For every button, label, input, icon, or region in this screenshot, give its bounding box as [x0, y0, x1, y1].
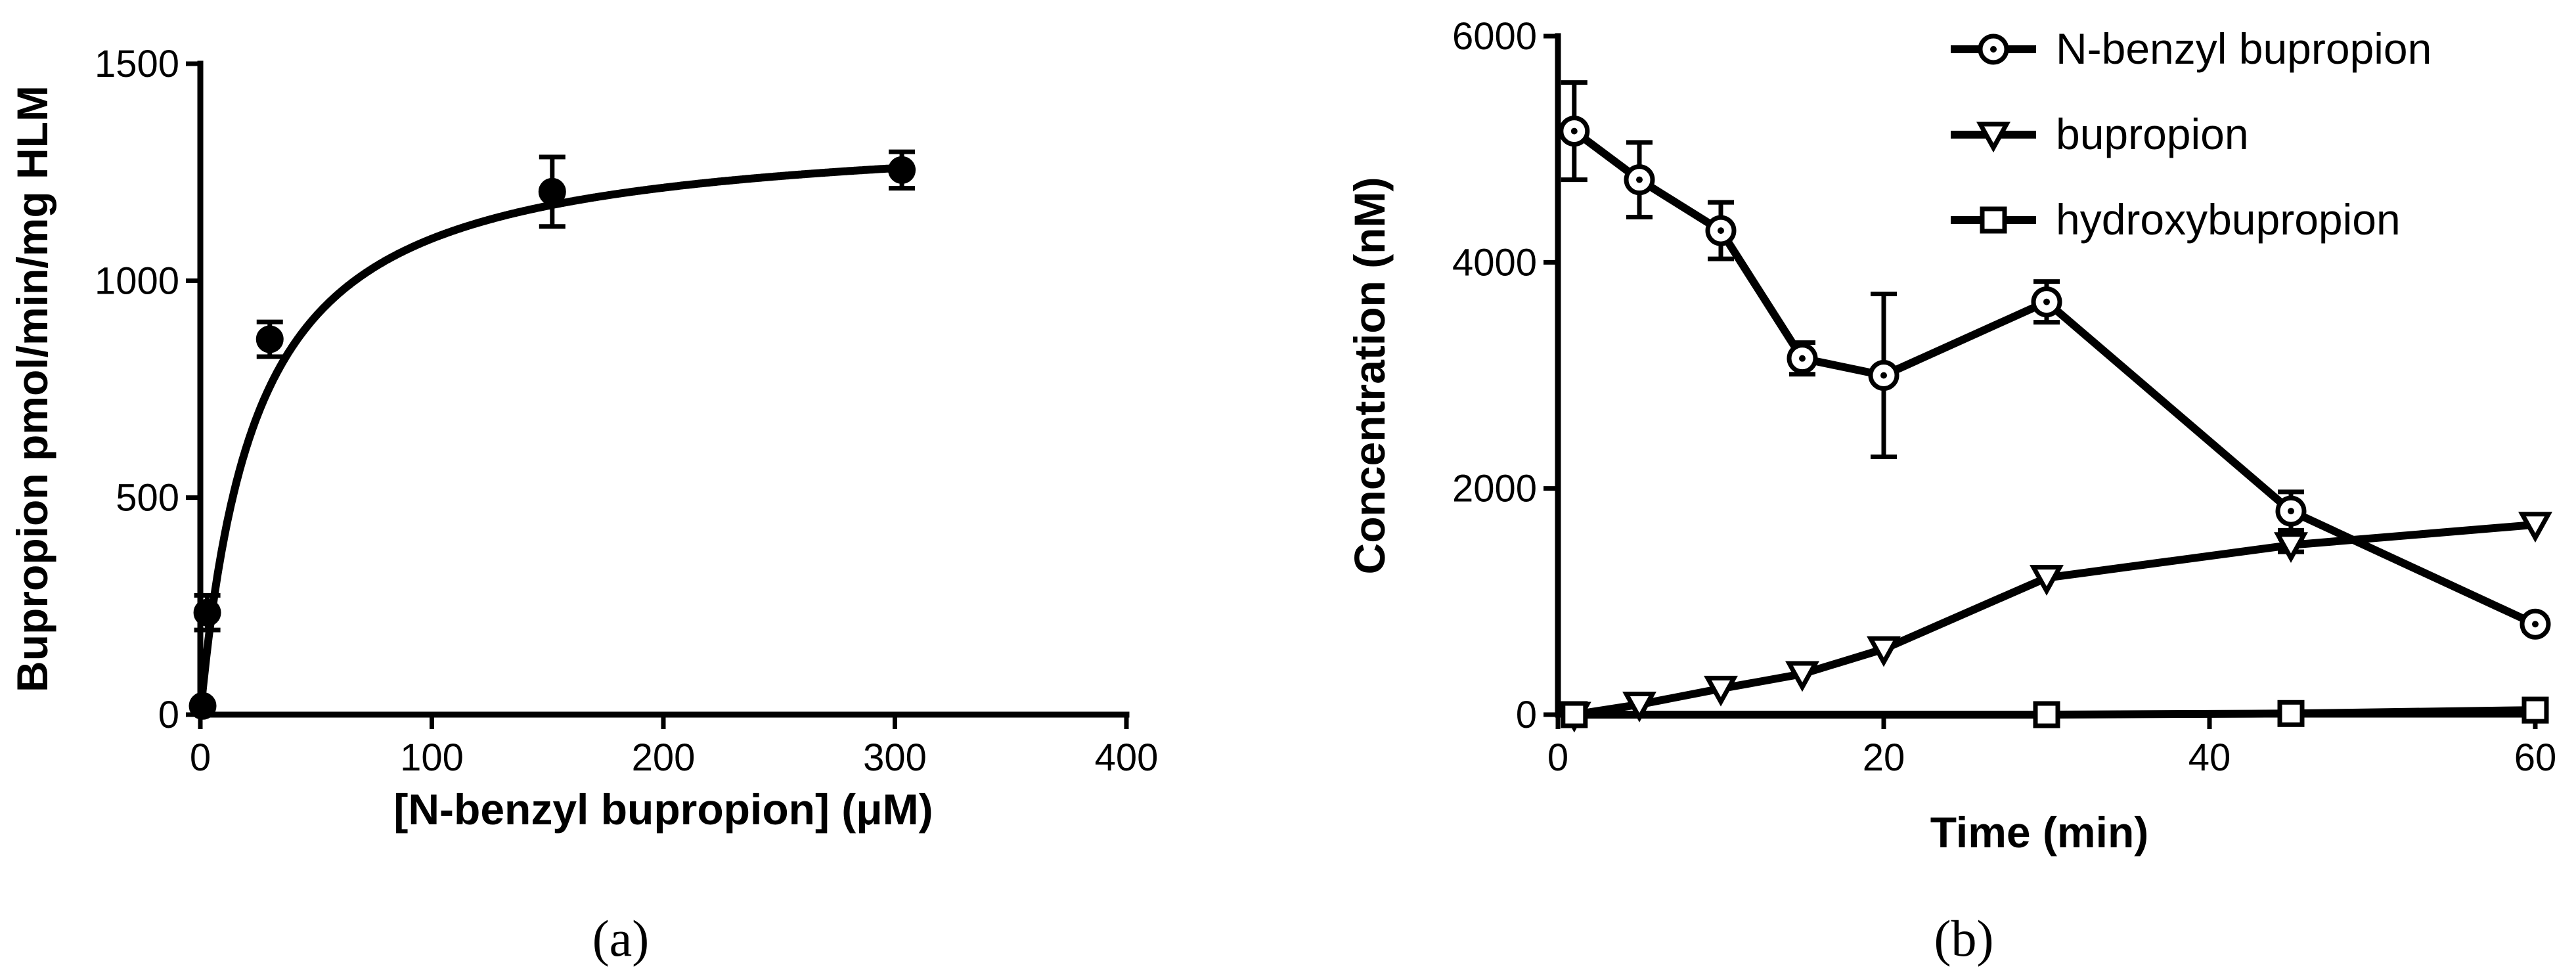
- chart-a-data-point: [255, 325, 284, 353]
- chart-a-panel-label: (a): [592, 910, 650, 967]
- chart-b-data-point-2: [1561, 701, 1588, 728]
- chart-b-panel-label: (b): [1934, 910, 1994, 967]
- chart-b-series-line-0: [1572, 127, 2537, 628]
- chart-b-data-point-0-dot: [1718, 227, 1724, 234]
- chart-b-y-tick-label: 4000: [1452, 241, 1537, 284]
- chart-b-legend-marker-dot: [1990, 46, 1997, 53]
- chart-a-x-tick-label: 0: [190, 736, 211, 779]
- chart-a-y-tick-label: 0: [158, 694, 179, 736]
- chart-a-x-tick-label: 300: [863, 736, 927, 779]
- chart-b-data-point-0-dot: [1570, 127, 1578, 135]
- chart-b-data-point-1: [1785, 661, 1819, 692]
- chart-b-y-tick-label: 0: [1516, 694, 1537, 736]
- chart-a-data-point: [189, 692, 217, 720]
- chart-b-x-tick-label: 20: [1863, 736, 1905, 779]
- chart-a-x-axis-title: [N-benzyl bupropion] (μM): [393, 785, 933, 834]
- chart-b-series-line-1: [1573, 520, 2536, 719]
- chart-a-data-point: [888, 156, 916, 184]
- chart-b-data-point-0-dot: [2043, 298, 2050, 305]
- chart-b-data-point-0-dot: [2288, 508, 2294, 515]
- chart-b-data-point-0-dot: [1799, 355, 1806, 362]
- chart-a-y-tick-label: 1500: [95, 43, 179, 85]
- chart-a-x-tick-label: 200: [632, 736, 696, 779]
- chart-b-legend-marker: [1976, 122, 2010, 153]
- chart-b-panel-label-text: (b): [1934, 910, 1994, 967]
- chart-b-x-axis-title: Time (min): [1930, 808, 2148, 857]
- chart-a-panel-label-text: (a): [592, 910, 650, 967]
- chart-b-y-tick-label: 6000: [1452, 15, 1537, 58]
- chart-a-data-point: [193, 598, 221, 627]
- chart-b-data-point-1: [2274, 532, 2308, 563]
- chart-b-legend-label: hydroxybupropion: [2056, 195, 2401, 244]
- chart-b-data-point-0-dot: [2532, 621, 2539, 628]
- chart-a-y-tick-label: 500: [116, 477, 179, 520]
- chart-b-data-point-0-dot: [1636, 176, 1643, 183]
- chart-b: 0 20 40 60 0 2000 4000 6000 N-benzyl bupropion b…: [1345, 15, 2556, 967]
- chart-b-x-tick-label: 60: [2514, 736, 2557, 779]
- chart-b-x-tick-label: 40: [2188, 736, 2231, 779]
- chart-b-data-point-1: [1704, 675, 1738, 707]
- chart-a-data-point: [538, 177, 566, 206]
- chart-a-y-tick-label: 1000: [95, 259, 179, 302]
- chart-b-data-point-1: [1622, 692, 1656, 723]
- chart-b-y-tick-label: 2000: [1452, 468, 1537, 510]
- chart-a-x-tick-label: 100: [400, 736, 464, 779]
- chart-b-legend-marker: [1980, 206, 2007, 234]
- chart-a-fit-curve: [196, 164, 905, 715]
- chart-b-data-point-2: [2033, 701, 2060, 728]
- chart-a-y-axis-title: Bupropion pmol/min/mg HLM: [8, 85, 56, 692]
- chart-b-data-point-1: [2518, 512, 2552, 543]
- chart-b-y-axis-title: Concentration (nM): [1345, 177, 1394, 575]
- chart-b-legend-label: N-benzyl bupropion: [2056, 24, 2432, 73]
- chart-b-data-point-1: [2030, 565, 2064, 596]
- chart-b-data-point-2: [2521, 696, 2549, 724]
- chart-b-legend: N-benzyl bupropion bupropion hydroxybuprop…: [1951, 24, 2432, 244]
- chart-b-data-point-1: [1867, 636, 1901, 667]
- chart-b-x-tick-label: 0: [1547, 736, 1568, 779]
- chart-b-data-point-0-dot: [1880, 372, 1887, 379]
- chart-a: 0 100 200 300 400 0 500 1000 1500 [N-benzyl bupr…: [8, 43, 1158, 967]
- chart-b-series-line-2: [1574, 706, 2536, 719]
- chart-b-data-point-2: [2277, 700, 2305, 727]
- chart-a-x-tick-label: 400: [1095, 736, 1159, 779]
- chart-b-legend-label: bupropion: [2056, 110, 2249, 158]
